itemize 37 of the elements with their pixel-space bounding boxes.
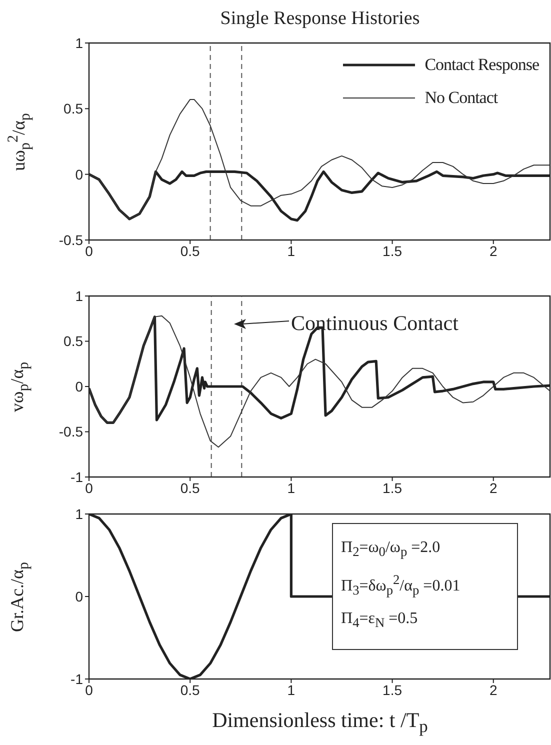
x-tick-label: 0.5: [180, 242, 200, 259]
x-tick-label: 1: [287, 682, 296, 698]
x-tick-label: 2: [489, 480, 498, 496]
x-tick-label: 1.5: [382, 682, 402, 698]
x-tick-label: 2: [489, 682, 498, 698]
y-tick-label: -1: [70, 670, 84, 687]
x-tick-label: 1: [287, 480, 296, 496]
y-tick-label: 1: [75, 34, 84, 51]
annotation: Π$_{3}$=δω$_{p}$$^{2}$/α$_{p}$ =0.01: [341, 571, 462, 600]
x-tick-label: 0.5: [180, 480, 200, 496]
y-tick-label: -0.5: [58, 232, 84, 248]
x-tick-label: 1.5: [382, 242, 402, 259]
line-series: [89, 315, 550, 448]
annotation: Π$_{4}$=ε$_{N}$ =0.5: [341, 608, 419, 632]
legend-label: Contact Response: [424, 54, 539, 74]
x-tick-label: 0.5: [180, 682, 200, 698]
annotation: Π$_{2}$=ω$_{0}$/ω$_{p}$ =2.0: [341, 538, 442, 562]
x-tick-label: 0: [85, 682, 94, 698]
annotation: Continuous Contact: [291, 311, 458, 336]
x-axis-title: Dimensionless time: t /T$_{p}$: [211, 708, 429, 738]
y-tick-label: -0.5: [58, 424, 84, 440]
text-box: Π$_{2}$=ω$_{0}$/ω$_{p}$ =2.0 Π$_{3}$=δω$_{p}$$^{2}$/α$_{p}$ =0.01 Π$_{4}$=ε$_{N}$ =0.5: [332, 523, 518, 650]
y-tick-label: 0: [75, 378, 84, 394]
legend-label: No Contact: [424, 88, 498, 108]
y-tick-label: 0.5: [64, 100, 84, 117]
x-tick-label: 2: [489, 242, 498, 259]
chart-title: Single Response Histories: [219, 8, 421, 30]
y-tick-label: 1: [75, 506, 84, 522]
y-tick-label: -1: [70, 468, 84, 485]
x-tick-label: 0: [85, 242, 94, 259]
x-tick-label: 1.5: [382, 480, 402, 496]
y-tick-label: 0.5: [64, 333, 84, 350]
y-tick-label: 1: [75, 288, 84, 304]
x-tick-label: 0: [85, 480, 94, 496]
x-tick-label: 1: [287, 242, 296, 259]
y-tick-label: 0: [75, 588, 84, 604]
y-tick-label: 0: [75, 166, 84, 182]
